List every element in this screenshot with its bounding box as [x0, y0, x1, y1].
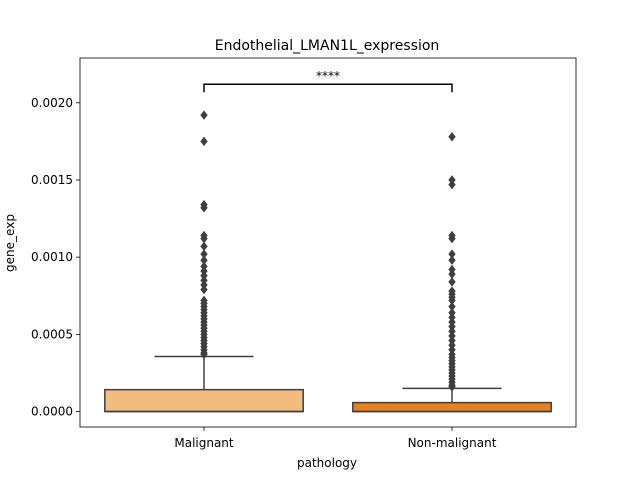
outlier-point [448, 233, 456, 244]
y-tick-label: 0.0010 [31, 250, 73, 264]
y-tick-label: 0.0000 [31, 405, 73, 419]
chart-title: Endothelial_LMAN1L_expression [215, 38, 440, 54]
y-axis-label: gene_exp [3, 214, 17, 272]
significance-bracket [203, 83, 453, 93]
outlier-point [200, 136, 208, 147]
outlier-point [200, 202, 208, 213]
outlier-point [200, 349, 208, 360]
plot-area: 0.0000 0.0005 0.0010 0.0015 0.0020 Malignant N… [31, 57, 577, 450]
box [104, 388, 304, 413]
outlier-point [448, 179, 456, 190]
outlier-point [448, 277, 456, 287]
outlier-point [200, 110, 208, 120]
outlier-point [448, 255, 456, 266]
outlier-point [200, 284, 208, 295]
box-group [104, 110, 304, 413]
outlier-point [448, 382, 456, 392]
y-tick-label: 0.0005 [31, 327, 73, 341]
box [352, 401, 552, 413]
x-tick-label: Malignant [174, 436, 234, 450]
x-tick-label: Non-malignant [408, 436, 497, 450]
x-axis-label: pathology [297, 456, 357, 470]
y-tick-label: 0.0015 [31, 173, 73, 187]
significance-label: **** [316, 69, 340, 83]
box-group [352, 131, 552, 413]
outlier-point [448, 131, 456, 142]
y-tick-label: 0.0020 [31, 96, 73, 110]
axes-frame [79, 57, 577, 428]
